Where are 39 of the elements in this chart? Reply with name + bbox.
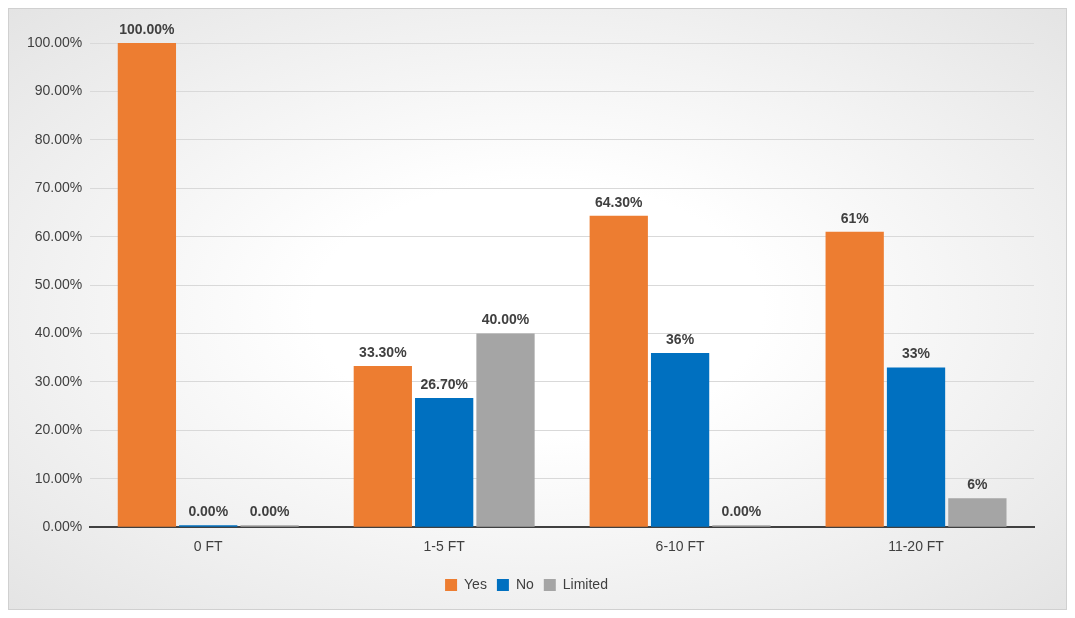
bar <box>886 367 946 527</box>
data-label: 33% <box>902 345 931 362</box>
y-tick-label: 0.00% <box>42 518 83 535</box>
bar <box>117 43 177 527</box>
bar <box>353 365 412 527</box>
legend-label: Limited <box>562 575 608 592</box>
y-tick-label: 90.00% <box>34 82 83 99</box>
data-label: 36% <box>666 330 695 347</box>
x-tick-label: 0 FT <box>193 538 224 555</box>
bar <box>825 231 884 527</box>
data-label: 26.70% <box>420 375 469 392</box>
y-tick-label: 40.00% <box>34 324 83 341</box>
x-tick-label: 11-20 FT <box>888 538 945 555</box>
bar <box>476 333 535 527</box>
data-label: 64.30% <box>595 193 644 210</box>
legend-label: No <box>515 575 535 592</box>
y-tick-label: 10.00% <box>34 469 83 486</box>
bar <box>589 215 648 527</box>
data-label: 33.30% <box>359 343 408 360</box>
data-label: 0.00% <box>188 503 229 520</box>
y-tick-label: 50.00% <box>34 275 83 292</box>
data-label: 40.00% <box>481 311 530 328</box>
bar <box>415 397 474 527</box>
data-label: 100.00% <box>119 20 176 37</box>
data-label: 0.00% <box>721 503 762 520</box>
y-tick-label: 20.00% <box>34 421 83 438</box>
data-label: 6% <box>967 476 989 493</box>
y-tick-label: 80.00% <box>34 130 83 147</box>
data-label: 61% <box>840 209 870 226</box>
y-tick-label: 60.00% <box>34 227 83 244</box>
y-tick-label: 70.00% <box>34 179 83 196</box>
legend-label: Yes <box>464 575 487 592</box>
bar <box>948 498 1007 527</box>
x-tick-label: 6-10 FT <box>655 538 706 555</box>
bar <box>650 352 710 527</box>
data-label: 0.00% <box>249 503 290 520</box>
y-tick-label: 30.00% <box>34 372 83 389</box>
x-tick-label: 1-5 FT <box>423 538 466 555</box>
y-tick-label: 100.00% <box>26 33 83 50</box>
